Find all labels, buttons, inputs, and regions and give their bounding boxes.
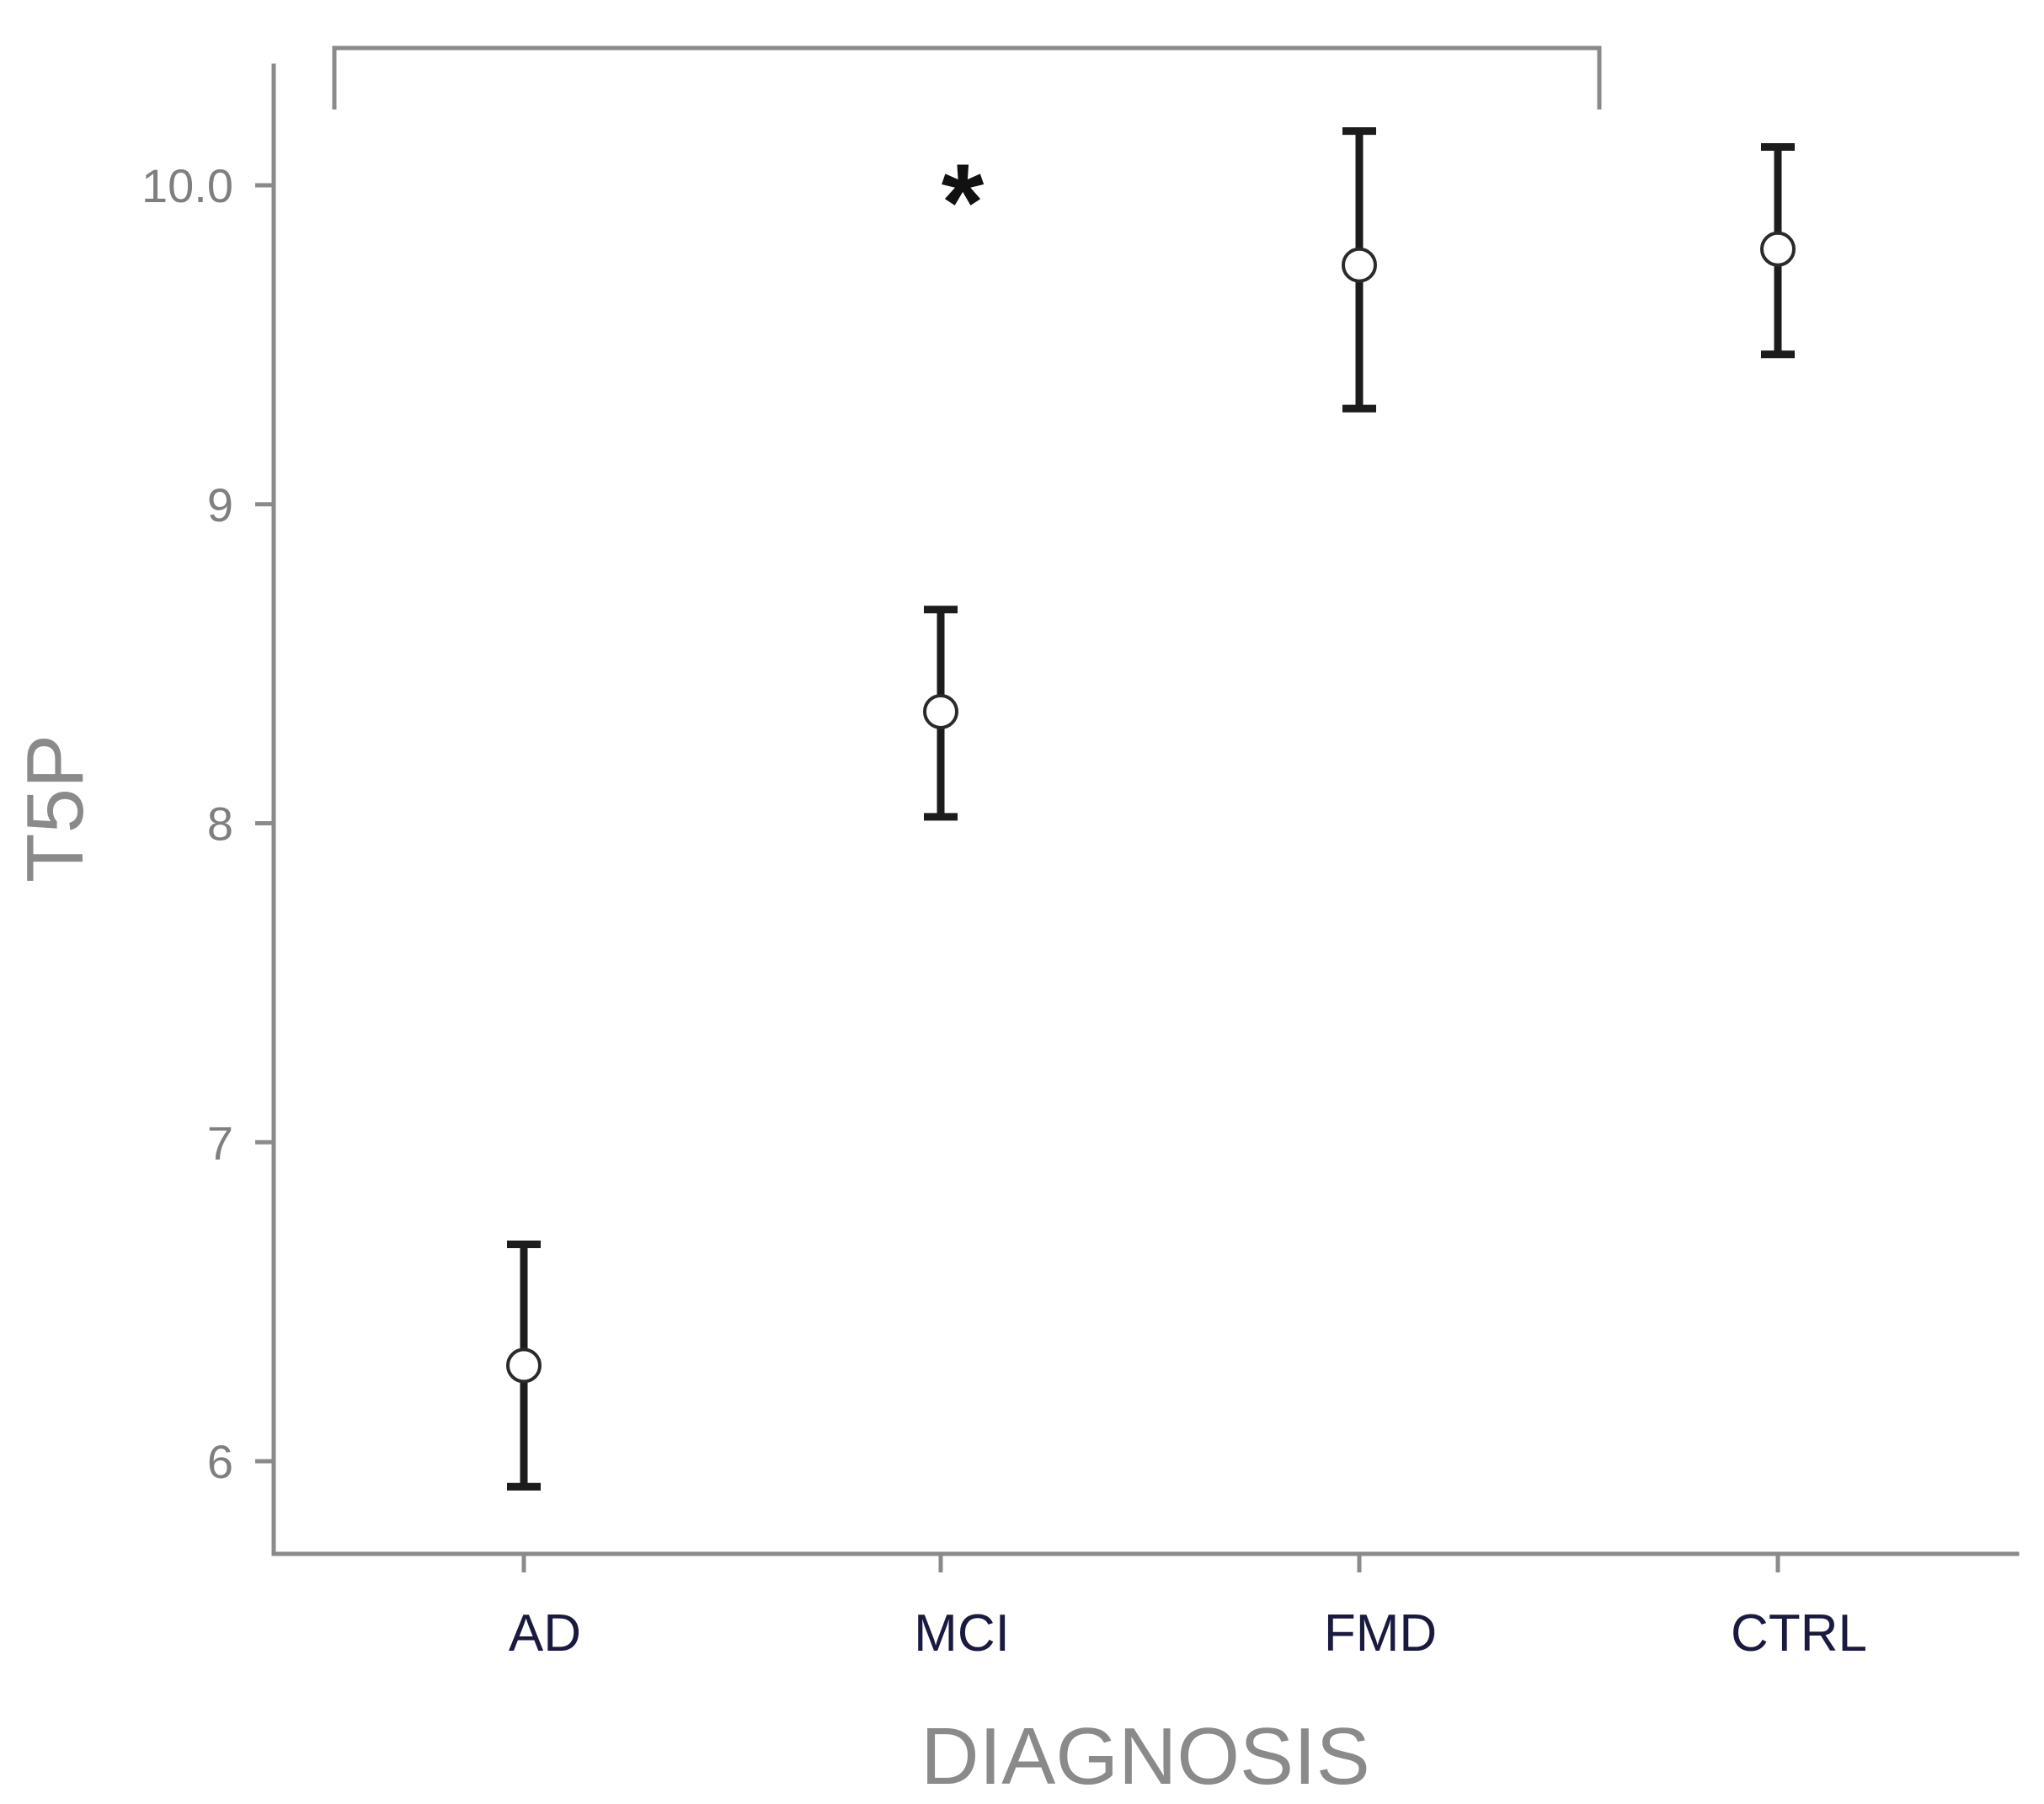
errorbar-group-mci [923, 606, 958, 821]
mean-point [1342, 247, 1377, 283]
x-axis-title: DIAGNOSIS [921, 1711, 1369, 1801]
y-tick-label: 10.0 [141, 159, 233, 212]
y-tick-label: 8 [207, 798, 233, 851]
y-ticks: 6 7 8 9 10.0 [141, 159, 274, 1488]
mean-point [1760, 231, 1796, 267]
mean-point [923, 693, 958, 729]
errorbar-group-ad [506, 1240, 542, 1491]
axes [271, 63, 2020, 1556]
y-tick-label: 7 [207, 1116, 233, 1169]
y-axis-title: T5P [10, 734, 100, 883]
significance-bracket-line [332, 45, 1602, 109]
mean-point [506, 1348, 542, 1384]
x-tick-label-ctrl: CTRL [1731, 1604, 1867, 1663]
x-tick-label-ad: AD [509, 1604, 581, 1663]
x-ticks: AD MCI FMD CTRL [509, 1554, 1867, 1663]
data-marks [506, 127, 1796, 1491]
x-tick-label-mci: MCI [914, 1604, 1010, 1663]
significance-bracket: * [332, 45, 1602, 264]
significance-star: * [942, 141, 985, 264]
errorbar-group-ctrl [1760, 143, 1796, 359]
x-tick-label-fmd: FMD [1324, 1604, 1437, 1663]
y-tick-label: 6 [207, 1435, 233, 1488]
y-tick-label: 9 [207, 478, 233, 531]
errorbar-group-fmd [1342, 127, 1377, 413]
